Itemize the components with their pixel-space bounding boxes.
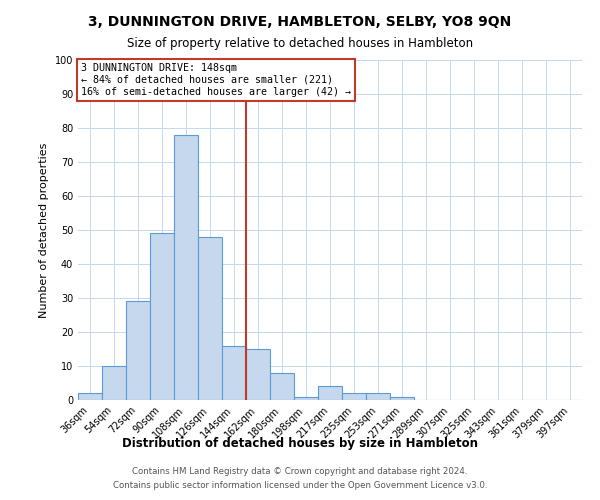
Bar (294, 396, 318, 400)
Text: 3, DUNNINGTON DRIVE, HAMBLETON, SELBY, YO8 9QN: 3, DUNNINGTON DRIVE, HAMBLETON, SELBY, Y… (88, 15, 512, 29)
Text: Size of property relative to detached houses in Hambleton: Size of property relative to detached ho… (127, 38, 473, 51)
Bar (78, 393, 102, 400)
Text: 3 DUNNINGTON DRIVE: 148sqm
← 84% of detached houses are smaller (221)
16% of sem: 3 DUNNINGTON DRIVE: 148sqm ← 84% of deta… (80, 64, 350, 96)
Bar (318, 386, 342, 400)
Bar (246, 349, 270, 400)
Bar (222, 346, 246, 400)
Bar (198, 237, 222, 400)
Bar (270, 373, 294, 400)
Bar (174, 135, 198, 400)
Bar (390, 396, 414, 400)
Bar (126, 302, 150, 400)
Y-axis label: Number of detached properties: Number of detached properties (39, 142, 49, 318)
Bar (366, 393, 390, 400)
Text: Contains HM Land Registry data © Crown copyright and database right 2024.: Contains HM Land Registry data © Crown c… (132, 467, 468, 476)
Text: Distribution of detached houses by size in Hambleton: Distribution of detached houses by size … (122, 438, 478, 450)
Bar (150, 234, 174, 400)
Bar (102, 366, 126, 400)
Bar (342, 393, 366, 400)
Text: Contains public sector information licensed under the Open Government Licence v3: Contains public sector information licen… (113, 481, 487, 490)
